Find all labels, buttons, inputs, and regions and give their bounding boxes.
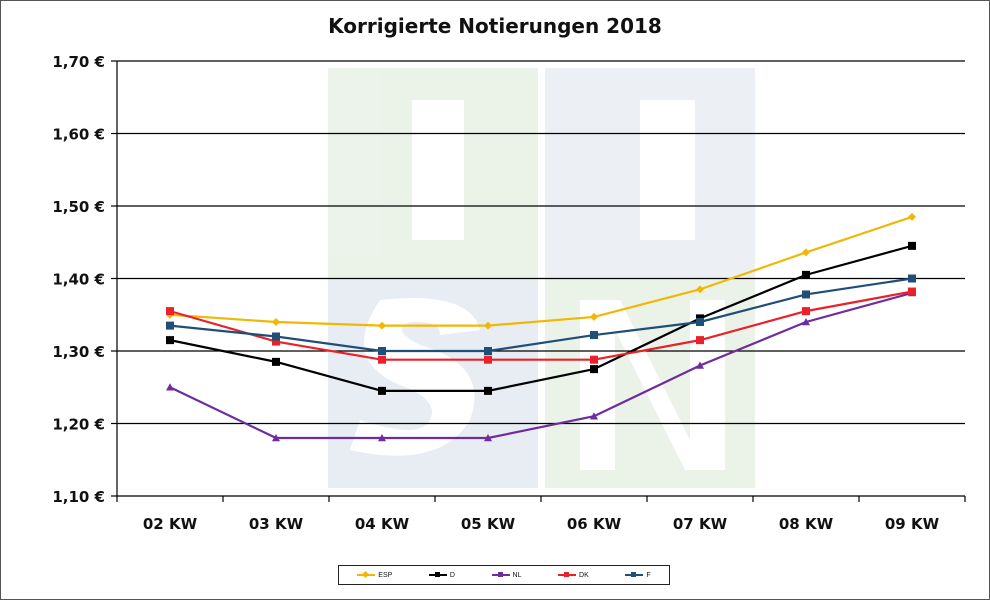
- data-point: [166, 336, 174, 345]
- legend-label: NL: [512, 571, 522, 579]
- data-point: [484, 355, 492, 364]
- data-point: [590, 312, 598, 321]
- data-point: [378, 321, 386, 330]
- legend-swatch: [625, 572, 644, 577]
- legend-item-nl: NL: [491, 571, 522, 579]
- x-tick-label: 03 KW: [249, 515, 304, 533]
- series-line: [169, 215, 913, 327]
- data-point: [908, 241, 916, 250]
- data-point: [272, 337, 280, 346]
- legend-swatch: [428, 572, 447, 577]
- legend-item-esp: ESP: [357, 570, 393, 579]
- series-d: [166, 241, 916, 395]
- data-point: [272, 434, 280, 442]
- data-point: [484, 386, 492, 395]
- data-point: [166, 383, 174, 391]
- data-point: [378, 355, 386, 364]
- data-point: [802, 318, 810, 326]
- series-line: [169, 291, 913, 440]
- data-point: [272, 357, 280, 366]
- y-tick-label: 1,10 €: [52, 488, 105, 506]
- data-point: [484, 347, 492, 355]
- y-tick-label: 1,40 €: [52, 271, 105, 289]
- data-point: [802, 307, 810, 316]
- data-point: [272, 318, 280, 326]
- legend-label: D: [449, 571, 455, 579]
- data-point: [802, 290, 810, 299]
- data-point: [696, 361, 704, 369]
- chart-title: Korrigierte Notierungen 2018: [328, 14, 662, 38]
- series-line: [169, 290, 913, 361]
- y-tick-label: 1,60 €: [52, 126, 105, 144]
- legend-label: F: [646, 571, 651, 579]
- x-tick-label: 08 KW: [779, 515, 834, 533]
- data-point: [590, 412, 598, 420]
- gridlines: [111, 60, 966, 502]
- data-point: [908, 212, 916, 221]
- series-f: [166, 274, 916, 355]
- y-tick-label: 1,30 €: [52, 343, 105, 361]
- legend-label: ESP: [378, 571, 393, 579]
- data-point: [908, 287, 916, 296]
- x-tick-label: 04 KW: [355, 515, 410, 533]
- data-point: [272, 332, 280, 341]
- data-point: [696, 285, 704, 294]
- legend-item-dk: DK: [558, 572, 589, 579]
- data-point: [166, 321, 174, 330]
- y-tick-label: 1,70 €: [52, 53, 105, 71]
- legend-swatch: [491, 572, 510, 577]
- legend: ESP D NL DK F: [338, 565, 670, 585]
- y-tick-label: 1,20 €: [52, 416, 105, 434]
- legend-swatch: [357, 570, 376, 579]
- data-point: [696, 336, 704, 345]
- x-tick-label: 05 KW: [461, 515, 516, 533]
- legend-item-f: F: [625, 571, 651, 579]
- x-axis-tick-labels: 02 KW 03 KW 04 KW 05 KW 06 KW 07 KW 08 KW 09 KW: [143, 515, 940, 533]
- x-tick-label: 07 KW: [673, 515, 728, 533]
- legend-label: DK: [579, 571, 589, 579]
- series-nl: [166, 289, 916, 442]
- data-point: [802, 270, 810, 279]
- data-point: [378, 434, 386, 442]
- data-point: [166, 307, 174, 316]
- x-tick-label: 09 KW: [885, 515, 940, 533]
- data-point: [590, 355, 598, 364]
- series-dk: [166, 287, 916, 364]
- data-point: [696, 318, 704, 326]
- series-esp: [166, 212, 916, 330]
- data-point: [378, 386, 386, 395]
- data-point: [590, 365, 598, 374]
- series-lines: [166, 212, 916, 442]
- series-line: [169, 277, 913, 353]
- data-point: [484, 321, 492, 330]
- y-axis-tick-labels: 1,70 € 1,60 € 1,50 € 1,40 € 1,30 € 1,20 € 1,10…: [52, 53, 105, 506]
- x-tick-label: 02 KW: [143, 515, 198, 533]
- data-point: [484, 434, 492, 442]
- data-point: [378, 347, 386, 355]
- data-point: [908, 274, 916, 283]
- y-tick-label: 1,50 €: [52, 198, 105, 216]
- x-tick-label: 06 KW: [567, 515, 622, 533]
- legend-item-d: D: [428, 571, 455, 579]
- series-line: [169, 244, 913, 392]
- data-point: [590, 331, 598, 340]
- data-point: [802, 248, 810, 257]
- legend-swatch: [558, 572, 577, 577]
